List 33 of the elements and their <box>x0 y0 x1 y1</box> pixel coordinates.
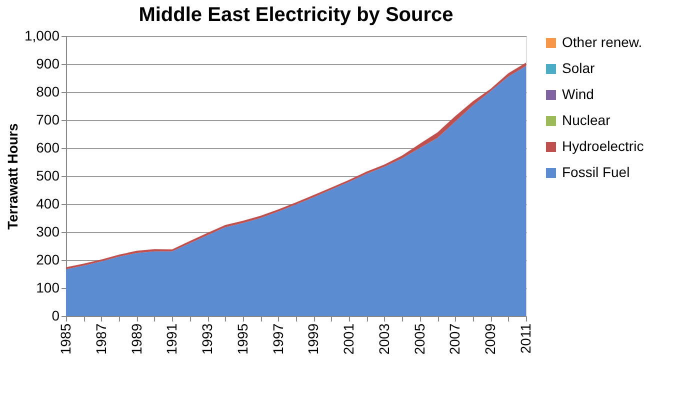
y-axis-title: Terrawatt Hours <box>4 123 20 230</box>
y-tick-label: 700 <box>36 112 60 128</box>
y-tick-label: 300 <box>36 224 60 240</box>
legend-label: Wind <box>562 86 594 102</box>
y-tick-label: 1,000 <box>24 28 60 44</box>
x-tick-label: 1999 <box>305 323 322 355</box>
legend-label: Other renew. <box>562 34 642 50</box>
legend-label: Nuclear <box>562 112 611 128</box>
legend-label: Hydroelectric <box>562 138 644 154</box>
x-tick-label: 1989 <box>128 323 144 355</box>
legend-label: Fossil Fuel <box>562 164 630 180</box>
x-tick-label: 2005 <box>411 323 428 355</box>
x-tick-label: 1987 <box>92 323 109 355</box>
x-tick-label: 1993 <box>199 323 216 355</box>
y-tick-label: 500 <box>36 168 60 184</box>
x-tick-label: 2001 <box>340 323 357 355</box>
x-tick-label: 2003 <box>376 323 392 355</box>
x-tick-label: 2011 <box>518 323 534 354</box>
y-tick-label: 800 <box>36 84 60 100</box>
x-tick-label: 1995 <box>234 323 250 355</box>
y-tick-label: 200 <box>36 252 60 268</box>
x-tick-label: 1985 <box>58 323 74 355</box>
y-tick-label: 900 <box>36 56 60 72</box>
x-tick-label: 1991 <box>164 323 180 355</box>
legend-label: Solar <box>562 60 596 76</box>
y-tick-label: 400 <box>36 196 60 212</box>
chart-title: Middle East Electricity by Source <box>138 4 454 26</box>
y-tick-label: 100 <box>36 280 60 296</box>
y-tick-label: 600 <box>36 140 60 156</box>
x-tick-label: 2007 <box>446 323 463 355</box>
x-tick-label: 2009 <box>482 323 498 355</box>
x-tick-label: 1997 <box>270 323 286 355</box>
y-tick-label: 0 <box>52 308 60 324</box>
